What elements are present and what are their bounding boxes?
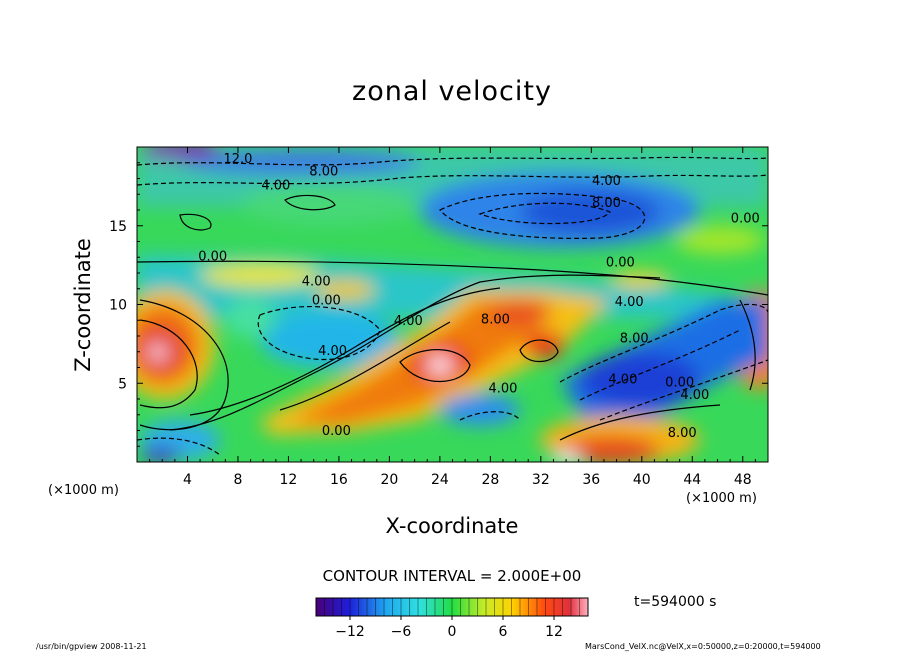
contour-label: 0.00	[312, 294, 341, 309]
contour-label: 8.00	[481, 312, 510, 327]
contour-label: 4.00	[302, 275, 331, 290]
x-tick-label: 44	[683, 472, 701, 488]
contour-label: 8.00	[668, 426, 697, 441]
chart-title: zonal velocity	[352, 76, 552, 107]
x-tick-label: 4	[183, 472, 192, 488]
x-tick-label: 24	[431, 472, 449, 488]
contour-label: 0.00	[606, 256, 635, 271]
colorbar-tick-label: 12	[545, 624, 563, 640]
contour-label: 8.00	[309, 164, 338, 179]
contour-label: 4.00	[261, 179, 290, 194]
colorbar-divisions	[324, 598, 580, 616]
x-axis-label: X-coordinate	[385, 514, 519, 538]
x-ticks: 4 8 12 16 20 24 28 32 36 40 44 48	[149, 147, 756, 488]
contour-label: 4.00	[680, 388, 709, 403]
colorbar-tick-label: 6	[499, 624, 508, 640]
footer-left: /usr/bin/gpview 2008-11-21	[36, 642, 147, 651]
contour-label: 4.00	[615, 295, 644, 310]
contour-label: 0.00	[731, 212, 760, 227]
x-tick-label: 48	[734, 472, 752, 488]
contour-label: 8.00	[592, 196, 621, 211]
contour-interval: CONTOUR INTERVAL = 2.000E+00	[322, 567, 582, 585]
contour-label: 12.0	[223, 152, 252, 167]
time-label: t=594000 s	[634, 594, 717, 610]
contour-labels: 12.08.004.00 4.008.000.000.004.000.004.00…	[198, 152, 760, 441]
x-unit-right: (×1000 m)	[686, 491, 757, 506]
x-tick-label: 40	[633, 472, 651, 488]
x-tick-label: 8	[233, 472, 242, 488]
contour-label: 0.00	[322, 424, 351, 439]
x-tick-label: 20	[380, 472, 398, 488]
contour-label: 4.00	[592, 174, 621, 189]
contour-label: 4.00	[608, 372, 637, 387]
contour-label: 4.00	[318, 344, 347, 359]
x-tick-label: 36	[582, 472, 600, 488]
colorbar-ticks: −12 −6 0 6 12	[335, 616, 563, 640]
x-tick-label: 28	[481, 472, 499, 488]
x-unit-left: (×1000 m)	[48, 483, 119, 498]
contour-label: 0.00	[198, 249, 227, 264]
colorbar-tick-label: −6	[391, 624, 412, 640]
x-tick-label: 12	[280, 472, 298, 488]
colorbar-tick-label: −12	[335, 624, 365, 640]
y-tick-label: 10	[109, 298, 127, 314]
footer-right: MarsCond_VelX.nc@VelX,x=0:50000,z=0:2000…	[585, 642, 821, 651]
y-ticks: 5 10 15	[109, 162, 768, 447]
colorbar-tick-label: 0	[448, 624, 457, 640]
velocity-field	[137, 147, 768, 462]
contour-label: 4.00	[394, 314, 423, 329]
contour-label: 4.00	[489, 382, 518, 397]
contour-label: 0.00	[665, 375, 694, 390]
contour-label: 8.00	[620, 331, 649, 346]
y-tick-label: 15	[109, 219, 127, 235]
x-tick-label: 32	[532, 472, 550, 488]
y-tick-label: 5	[118, 376, 127, 392]
x-tick-label: 16	[330, 472, 348, 488]
